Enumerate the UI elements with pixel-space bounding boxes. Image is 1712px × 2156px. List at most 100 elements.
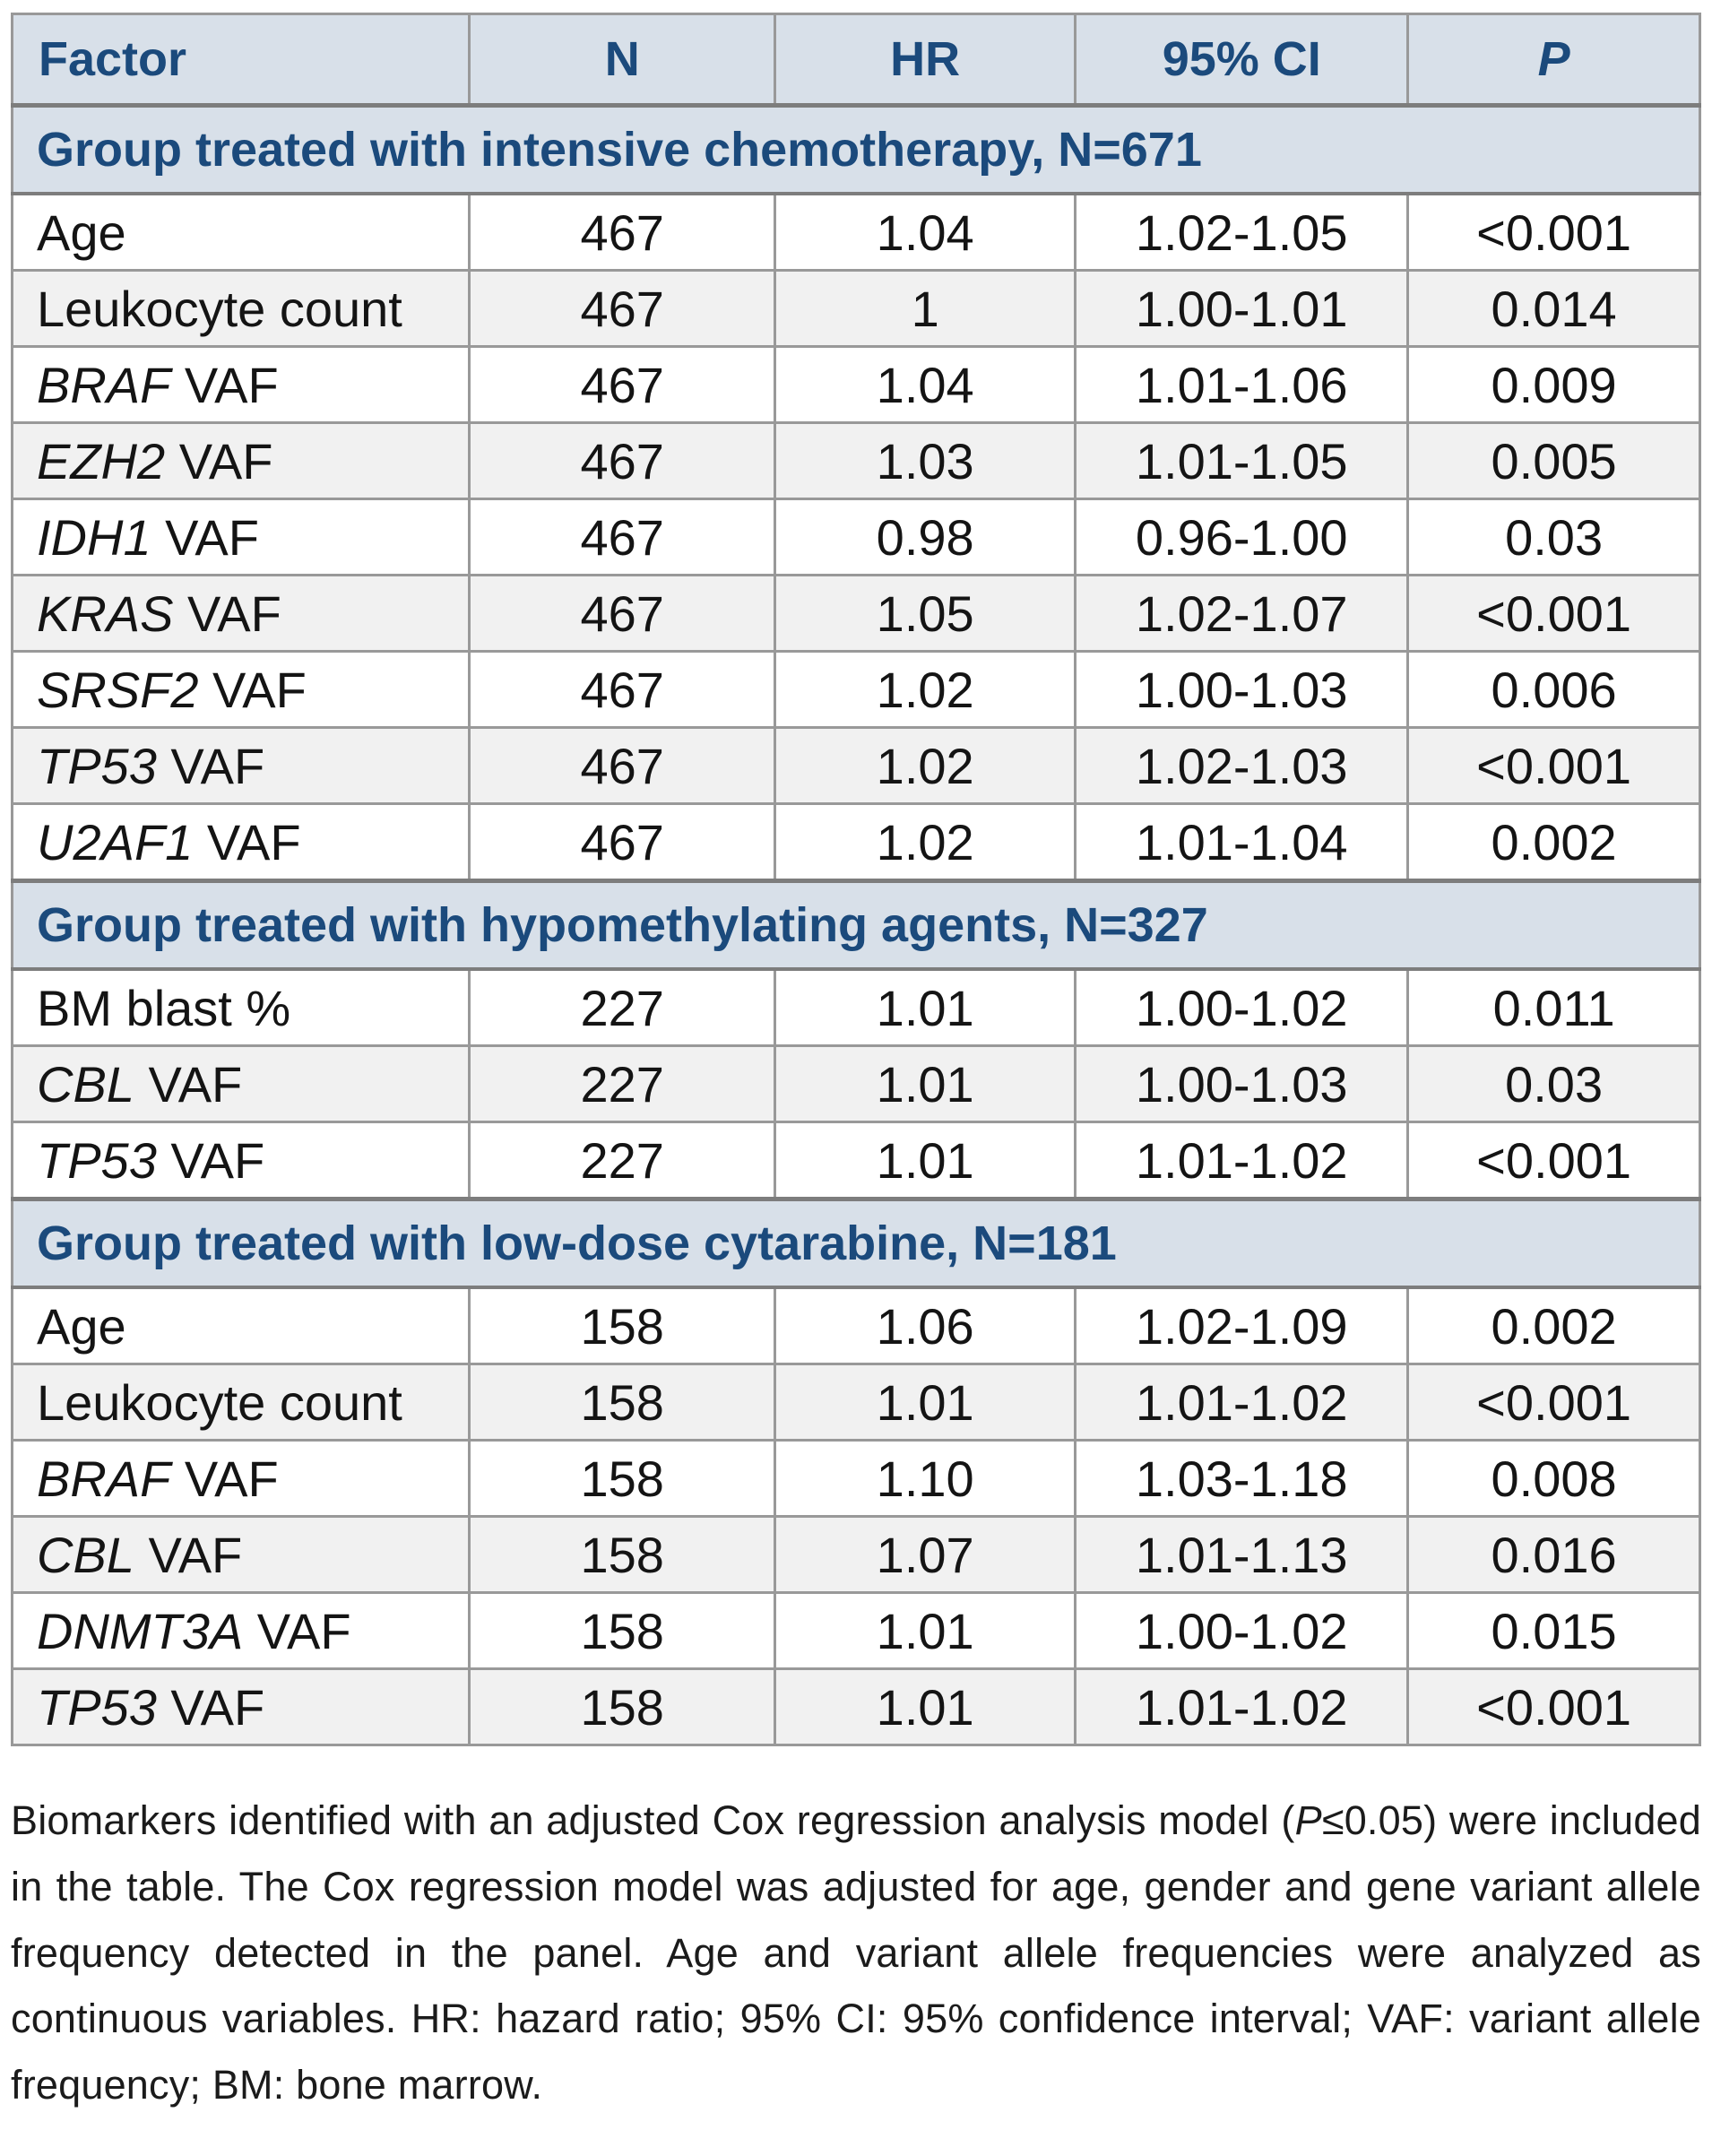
n-cell: 158 xyxy=(468,1667,777,1746)
table-row: Age 467 1.04 1.02-1.05 <0.001 xyxy=(10,192,1701,272)
p-cell: <0.001 xyxy=(1406,1121,1701,1200)
p-cell: 0.015 xyxy=(1406,1591,1701,1670)
table-row: SRSF2 VAF 467 1.02 1.00-1.03 0.006 xyxy=(10,650,1701,729)
p-cell: <0.001 xyxy=(1406,192,1701,272)
column-header-hr: HR xyxy=(774,13,1077,108)
factor-cell: TP53 VAF xyxy=(10,726,471,805)
hr-cell: 1.03 xyxy=(774,421,1077,500)
gene-name: KRAS xyxy=(37,584,174,642)
factor-cell: CBL VAF xyxy=(10,1515,471,1594)
gene-name: EZH2 xyxy=(37,432,166,489)
p-cell: <0.001 xyxy=(1406,1667,1701,1746)
factor-label: VAF xyxy=(156,1678,265,1736)
gene-name: CBL xyxy=(37,1526,134,1583)
p-cell: <0.001 xyxy=(1406,574,1701,653)
ci-cell: 1.03-1.18 xyxy=(1074,1439,1410,1518)
factor-label: VAF xyxy=(193,813,301,870)
hr-cell: 1.01 xyxy=(774,1667,1077,1746)
group-header-row: Group treated with intensive chemotherap… xyxy=(11,103,1701,195)
n-cell: 467 xyxy=(468,802,777,882)
ci-cell: 1.01-1.02 xyxy=(1074,1121,1410,1200)
hr-cell: 0.98 xyxy=(774,498,1077,576)
hr-cell: 1.10 xyxy=(774,1439,1077,1518)
n-cell: 158 xyxy=(468,1591,777,1670)
factor-label: VAF xyxy=(134,1526,243,1583)
gene-name: U2AF1 xyxy=(37,813,194,870)
gene-name: BRAF xyxy=(37,1450,171,1507)
hr-cell: 1.01 xyxy=(774,967,1077,1047)
gene-name: CBL xyxy=(37,1055,134,1113)
gene-name: SRSF2 xyxy=(37,661,199,718)
hr-cell: 1.01 xyxy=(774,1121,1077,1200)
factor-cell: EZH2 VAF xyxy=(10,421,471,500)
hr-cell: 1.04 xyxy=(774,192,1077,272)
n-cell: 467 xyxy=(468,345,777,424)
ci-cell: 1.02-1.03 xyxy=(1074,726,1410,805)
factor-cell: BRAF VAF xyxy=(10,345,471,424)
hr-cell: 1.01 xyxy=(774,1044,1077,1123)
n-cell: 467 xyxy=(468,498,777,576)
factor-cell: SRSF2 VAF xyxy=(10,650,471,729)
p-cell: <0.001 xyxy=(1406,726,1701,805)
n-cell: 467 xyxy=(468,650,777,729)
factor-cell: BM blast % xyxy=(10,967,471,1047)
table-row: TP53 VAF 467 1.02 1.02-1.03 <0.001 xyxy=(10,726,1701,805)
ci-cell: 1.01-1.02 xyxy=(1074,1667,1410,1746)
hr-cell: 1.01 xyxy=(774,1363,1077,1442)
p-cell: 0.03 xyxy=(1406,1044,1701,1123)
ci-cell: 1.02-1.05 xyxy=(1074,192,1410,272)
ci-cell: 1.01-1.06 xyxy=(1074,345,1410,424)
header-row: Factor N HR 95% CI P xyxy=(10,13,1701,108)
gene-name: IDH1 xyxy=(37,508,151,566)
factor-cell: IDH1 VAF xyxy=(10,498,471,576)
ci-cell: 1.00-1.02 xyxy=(1074,1591,1410,1670)
factor-cell: TP53 VAF xyxy=(10,1667,471,1746)
column-header-ci: 95% CI xyxy=(1074,13,1410,108)
factor-cell: KRAS VAF xyxy=(10,574,471,653)
factor-label: VAF xyxy=(156,1131,265,1189)
table-row: TP53 VAF 158 1.01 1.01-1.02 <0.001 xyxy=(10,1667,1701,1746)
gene-name: BRAF xyxy=(37,356,171,413)
gene-name: TP53 xyxy=(37,1131,157,1189)
factor-label: VAF xyxy=(165,432,273,489)
ci-cell: 1.01-1.13 xyxy=(1074,1515,1410,1594)
table-row: U2AF1 VAF 467 1.02 1.01-1.04 0.002 xyxy=(10,802,1701,882)
gene-name: TP53 xyxy=(37,1678,157,1736)
factor-label: Leukocyte count xyxy=(37,280,402,337)
ci-cell: 1.01-1.05 xyxy=(1074,421,1410,500)
hr-cell: 1.06 xyxy=(774,1286,1077,1365)
factor-cell: DNMT3A VAF xyxy=(10,1591,471,1670)
p-cell: 0.014 xyxy=(1406,269,1701,348)
factor-label: VAF xyxy=(134,1055,243,1113)
hr-cell: 1.04 xyxy=(774,345,1077,424)
n-cell: 227 xyxy=(468,1121,777,1200)
factor-label: Age xyxy=(37,203,126,261)
factor-cell: U2AF1 VAF xyxy=(10,802,471,882)
ci-cell: 1.00-1.02 xyxy=(1074,967,1410,1047)
n-cell: 467 xyxy=(468,192,777,272)
hr-cell: 1.01 xyxy=(774,1591,1077,1670)
table-row: BRAF VAF 158 1.10 1.03-1.18 0.008 xyxy=(10,1439,1701,1518)
n-cell: 158 xyxy=(468,1286,777,1365)
table-row: BM blast % 227 1.01 1.00-1.02 0.011 xyxy=(10,967,1701,1047)
table-footnote: Biomarkers identified with an adjusted C… xyxy=(11,1788,1701,2118)
n-cell: 158 xyxy=(468,1363,777,1442)
ci-cell: 1.01-1.02 xyxy=(1074,1363,1410,1442)
n-cell: 227 xyxy=(468,967,777,1047)
p-cell: 0.002 xyxy=(1406,802,1701,882)
group-title: Group treated with low-dose cytarabine, … xyxy=(11,1197,1701,1289)
factor-label: Leukocyte count xyxy=(37,1373,402,1431)
p-cell: 0.002 xyxy=(1406,1286,1701,1365)
hr-cell: 1.05 xyxy=(774,574,1077,653)
p-cell: 0.005 xyxy=(1406,421,1701,500)
factor-label: VAF xyxy=(173,584,281,642)
n-cell: 158 xyxy=(468,1439,777,1518)
table-row: Leukocyte count 158 1.01 1.01-1.02 <0.00… xyxy=(10,1363,1701,1442)
factor-label: VAF xyxy=(170,356,279,413)
column-header-factor: Factor xyxy=(10,13,471,108)
p-cell: <0.001 xyxy=(1406,1363,1701,1442)
factor-label: VAF xyxy=(198,661,307,718)
p-cell: 0.006 xyxy=(1406,650,1701,729)
n-cell: 467 xyxy=(468,726,777,805)
table-row: IDH1 VAF 467 0.98 0.96-1.00 0.03 xyxy=(10,498,1701,576)
